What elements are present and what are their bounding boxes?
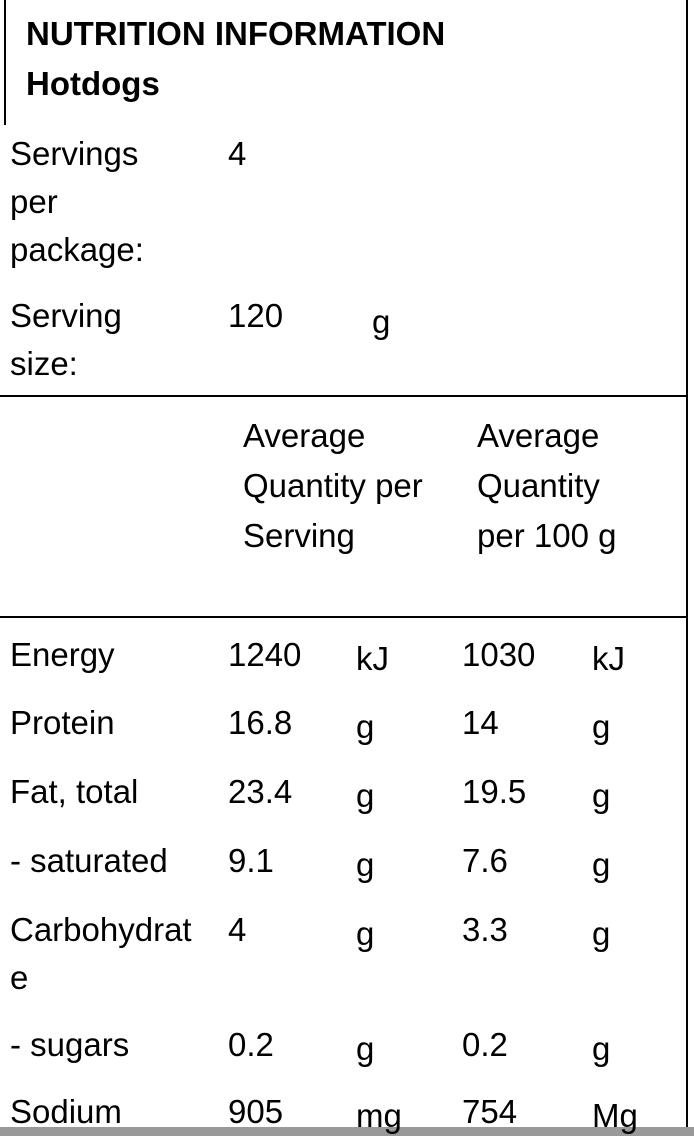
border <box>4 0 6 125</box>
unit: g <box>372 303 391 340</box>
nutrient-name: Fat, total <box>10 773 139 810</box>
per-100g: 1030 <box>462 636 536 673</box>
nutrient-name: Energy <box>10 636 115 673</box>
rule <box>0 395 686 397</box>
nutrient-name: Sodium <box>10 1093 122 1130</box>
per-100g: 3.3 <box>462 911 508 948</box>
unit: g <box>592 777 611 814</box>
nutrient-name: Carbohydrate <box>10 911 192 996</box>
unit: g <box>592 1030 611 1067</box>
border <box>686 0 688 1136</box>
per-100g: 0.2 <box>462 1026 508 1063</box>
per-serving: 9.1 <box>228 842 274 879</box>
unit: Mg <box>592 1097 638 1134</box>
unit: g <box>356 846 375 883</box>
per-serving: 905 <box>228 1093 284 1130</box>
per-serving: 0.2 <box>228 1026 274 1063</box>
per-100g: 14 <box>462 704 499 741</box>
bottom-band <box>0 1127 694 1136</box>
unit: kJ <box>356 640 389 677</box>
per-100g: 754 <box>462 1093 518 1130</box>
column-header: Average Quantity per Serving <box>243 417 423 554</box>
unit: g <box>356 1030 375 1067</box>
per-100g: 19.5 <box>462 773 527 810</box>
nutrient-name: Protein <box>10 704 115 741</box>
column-header: Average Quantity per 100 g <box>477 417 617 554</box>
title: NUTRITION INFORMATION <box>26 15 446 52</box>
per-serving: 16.8 <box>228 704 293 741</box>
unit: kJ <box>592 640 625 677</box>
unit: g <box>356 915 375 952</box>
nutrient-name: - saturated <box>10 842 168 879</box>
value: 4 <box>228 135 247 172</box>
label: Servings per package: <box>10 135 144 268</box>
value: 120 <box>228 297 284 334</box>
unit: g <box>592 846 611 883</box>
per-serving: 1240 <box>228 636 302 673</box>
rule <box>0 616 686 618</box>
per-serving: 23.4 <box>228 773 293 810</box>
unit: g <box>592 708 611 745</box>
per-serving: 4 <box>228 911 247 948</box>
unit: g <box>356 708 375 745</box>
unit: g <box>592 915 611 952</box>
unit: mg <box>356 1097 402 1134</box>
label: Serving size: <box>10 297 122 382</box>
unit: g <box>356 777 375 814</box>
nutrient-name: - sugars <box>10 1026 130 1063</box>
product-name: Hotdogs <box>26 65 160 102</box>
per-100g: 7.6 <box>462 842 508 879</box>
